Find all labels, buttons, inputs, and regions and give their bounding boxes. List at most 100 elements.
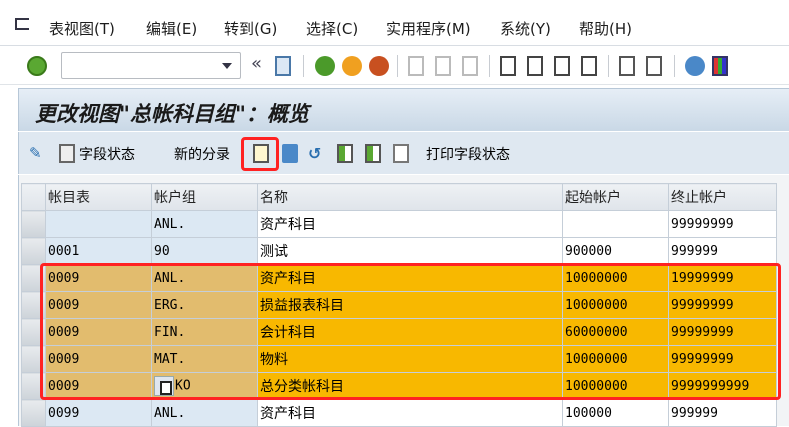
select-all-cell[interactable] bbox=[21, 183, 46, 211]
row-selector[interactable] bbox=[21, 399, 46, 427]
column-header-group[interactable]: 帐户组 bbox=[151, 183, 258, 211]
menu-goto[interactable]: 转到(G) bbox=[224, 20, 278, 38]
customize-layout-icon[interactable] bbox=[712, 56, 728, 76]
cell-chart-text: 0099 bbox=[48, 405, 80, 421]
cell-name[interactable]: 物料 bbox=[257, 345, 563, 373]
cell-chart-text: 0009 bbox=[48, 351, 80, 367]
cell-from[interactable]: 10000000 bbox=[562, 372, 669, 400]
deselect-all-icon[interactable] bbox=[393, 144, 409, 163]
find-icon[interactable] bbox=[435, 56, 451, 76]
column-header-to[interactable]: 终止帐户 bbox=[668, 183, 777, 211]
exit-icon[interactable] bbox=[342, 56, 362, 76]
print-icon[interactable] bbox=[408, 56, 424, 76]
column-header-name[interactable]: 名称 bbox=[257, 183, 563, 211]
column-header-chart[interactable]: 帐目表 bbox=[45, 183, 152, 211]
cell-chart-text: 0009 bbox=[48, 297, 80, 313]
cell-to[interactable]: 999999 bbox=[668, 399, 777, 427]
delete-icon[interactable] bbox=[282, 144, 298, 163]
cell-group[interactable]: ERG. bbox=[151, 291, 258, 319]
find-next-icon[interactable] bbox=[462, 56, 478, 76]
cell-group[interactable]: MAT. bbox=[151, 345, 258, 373]
cell-from[interactable]: 10000000 bbox=[562, 345, 669, 373]
cell-chart[interactable]: 0009 bbox=[45, 318, 152, 346]
cell-group-text: KO bbox=[175, 378, 191, 394]
cell-chart-text: 0009 bbox=[48, 270, 80, 286]
row-selector[interactable] bbox=[21, 318, 46, 346]
system-menu-icon[interactable] bbox=[15, 18, 29, 30]
cell-group[interactable]: 90 bbox=[151, 237, 258, 265]
cell-to[interactable]: 99999999 bbox=[668, 318, 777, 346]
command-field[interactable] bbox=[61, 52, 241, 79]
cell-from[interactable]: 100000 bbox=[562, 399, 669, 427]
previous-page-icon[interactable] bbox=[527, 56, 543, 76]
cell-to[interactable]: 99999999 bbox=[668, 210, 777, 238]
cell-name[interactable]: 资产科目 bbox=[257, 399, 563, 427]
cell-from[interactable]: 10000000 bbox=[562, 291, 669, 319]
cell-group[interactable]: ANL. bbox=[151, 264, 258, 292]
next-page-icon[interactable] bbox=[554, 56, 570, 76]
menu-table-view[interactable]: 表视图(T) bbox=[49, 20, 115, 38]
row-selector[interactable] bbox=[21, 237, 46, 265]
cell-chart[interactable] bbox=[45, 210, 152, 238]
field-status-icon[interactable] bbox=[59, 144, 75, 163]
menu-utilities[interactable]: 实用程序(M) bbox=[386, 20, 471, 38]
cell-name[interactable]: 测试 bbox=[257, 237, 563, 265]
cell-chart-text: 0009 bbox=[48, 324, 80, 340]
cell-chart[interactable]: 0001 bbox=[45, 237, 152, 265]
cell-chart[interactable]: 0099 bbox=[45, 399, 152, 427]
cell-chart[interactable]: 0009 bbox=[45, 345, 152, 373]
menu-help[interactable]: 帮助(H) bbox=[579, 20, 632, 38]
row-selector[interactable] bbox=[21, 291, 46, 319]
cell-to[interactable]: 99999999 bbox=[668, 345, 777, 373]
cancel-icon[interactable] bbox=[369, 56, 389, 76]
first-page-icon[interactable] bbox=[500, 56, 516, 76]
select-all-icon[interactable] bbox=[337, 144, 353, 163]
menu-edit[interactable]: 编辑(E) bbox=[146, 20, 198, 38]
column-header-from[interactable]: 起始帐户 bbox=[562, 183, 669, 211]
cell-to[interactable]: 999999 bbox=[668, 237, 777, 265]
cell-from[interactable]: 900000 bbox=[562, 237, 669, 265]
row-selector[interactable] bbox=[21, 264, 46, 292]
dropdown-arrow-icon[interactable] bbox=[222, 63, 232, 69]
copy-icon[interactable] bbox=[154, 376, 174, 396]
cell-to[interactable]: 9999999999 bbox=[668, 372, 777, 400]
collapse-icon[interactable]: « bbox=[251, 53, 263, 74]
copy-as-icon[interactable] bbox=[253, 144, 269, 163]
print-field-status-button[interactable]: 打印字段状态 bbox=[426, 147, 510, 163]
select-block-icon[interactable] bbox=[365, 144, 381, 163]
menu-system[interactable]: 系统(Y) bbox=[500, 20, 551, 38]
cell-group[interactable]: FIN. bbox=[151, 318, 258, 346]
cell-group[interactable]: ANL. bbox=[151, 210, 258, 238]
row-selector[interactable] bbox=[21, 372, 46, 400]
help-icon[interactable] bbox=[685, 56, 705, 76]
cell-name[interactable]: 总分类帐科目 bbox=[257, 372, 563, 400]
cell-chart[interactable]: 0009 bbox=[45, 264, 152, 292]
cell-name[interactable]: 会计科目 bbox=[257, 318, 563, 346]
row-selector[interactable] bbox=[21, 345, 46, 373]
menu-selection[interactable]: 选择(C) bbox=[306, 20, 359, 38]
back-icon[interactable] bbox=[315, 56, 335, 76]
cell-to-text: 99999999 bbox=[671, 324, 734, 340]
cell-name[interactable]: 资产科目 bbox=[257, 210, 563, 238]
cell-from[interactable]: 10000000 bbox=[562, 264, 669, 292]
last-page-icon[interactable] bbox=[581, 56, 597, 76]
display-change-icon[interactable]: ✎ bbox=[29, 144, 42, 162]
undo-icon[interactable]: ↺ bbox=[308, 144, 322, 163]
save-icon[interactable] bbox=[275, 56, 291, 76]
new-session-icon[interactable] bbox=[619, 56, 635, 76]
cell-to[interactable]: 19999999 bbox=[668, 264, 777, 292]
cell-from[interactable] bbox=[562, 210, 669, 238]
new-entries-button[interactable]: 新的分录 bbox=[174, 147, 230, 163]
field-status-button[interactable]: 字段状态 bbox=[79, 147, 135, 163]
enter-check-icon[interactable] bbox=[27, 56, 47, 76]
cell-from[interactable]: 60000000 bbox=[562, 318, 669, 346]
shortcut-icon[interactable] bbox=[646, 56, 662, 76]
cell-name[interactable]: 资产科目 bbox=[257, 264, 563, 292]
cell-group[interactable]: KO bbox=[151, 372, 258, 400]
cell-name[interactable]: 损益报表科目 bbox=[257, 291, 563, 319]
cell-chart[interactable]: 0009 bbox=[45, 291, 152, 319]
cell-group[interactable]: ANL. bbox=[151, 399, 258, 427]
cell-to[interactable]: 99999999 bbox=[668, 291, 777, 319]
cell-chart[interactable]: 0009 bbox=[45, 372, 152, 400]
row-selector[interactable] bbox=[21, 210, 46, 238]
